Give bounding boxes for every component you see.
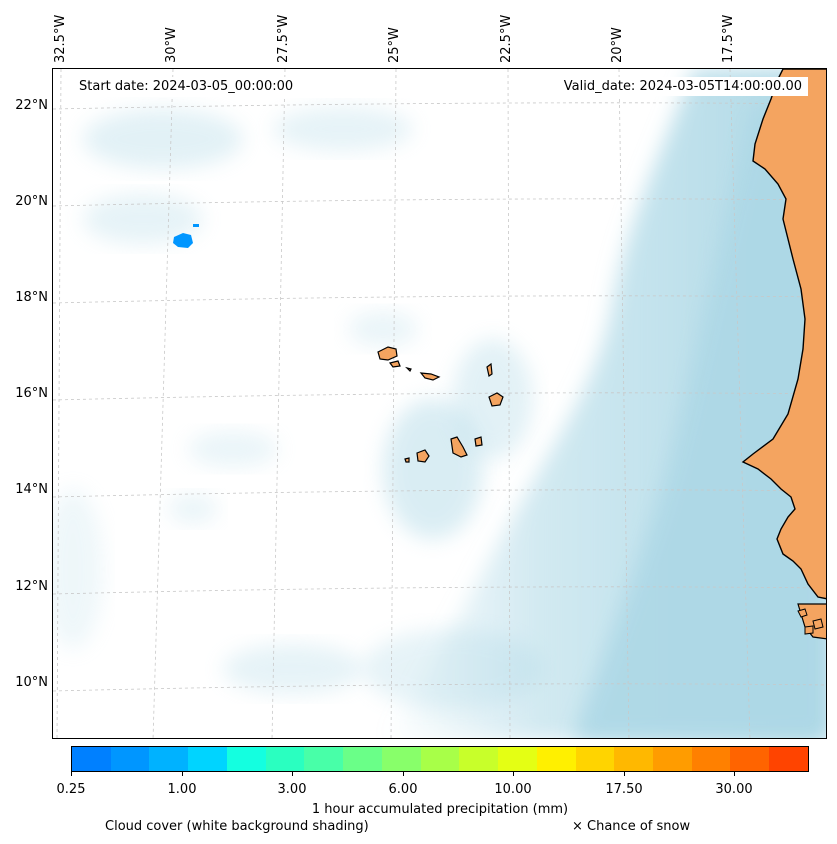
- colorbar-swatch-1: [110, 747, 150, 771]
- cloud-patch: [53, 489, 103, 649]
- cloud-cover-shading: [53, 69, 826, 738]
- colorbar-tick-mark: [182, 772, 183, 776]
- island-santo-antao: [377, 346, 398, 361]
- colorbar-tick-mark: [292, 772, 293, 776]
- lat-label-22n: 22°N: [15, 98, 48, 113]
- colorbar-swatch-4: [226, 747, 266, 771]
- colorbar-tick-label: 30.00: [715, 782, 753, 797]
- coastal-islets: [797, 608, 824, 635]
- colorbar-swatch-0: [72, 747, 111, 771]
- colorbar-swatch-17: [730, 747, 770, 771]
- colorbar-swatch-6: [304, 747, 344, 771]
- cloud-patch: [168, 494, 218, 524]
- colorbar-tick-label: 3.00: [277, 782, 307, 797]
- precip-cell: [173, 233, 193, 248]
- lat-label-10n: 10°N: [15, 675, 48, 690]
- island-sao-nicolau: [419, 372, 441, 381]
- colorbar-tick-mark: [71, 772, 72, 776]
- cloud-patch: [188, 431, 278, 467]
- lon-label-25w: 25°W: [387, 27, 402, 63]
- island-sao-vicente: [388, 360, 401, 368]
- colorbar-swatch-11: [498, 747, 537, 771]
- colorbar-swatch-3: [188, 747, 227, 771]
- lat-label-18n: 18°N: [15, 290, 48, 305]
- colorbar-swatch-13: [575, 747, 615, 771]
- colorbar-tick-label: 6.00: [388, 782, 418, 797]
- precipitation-cells: [173, 224, 199, 248]
- colorbar-tick-label: 17.50: [605, 782, 643, 797]
- valid-date-label: Valid_date: 2024-03-05T14:00:00.00: [557, 77, 808, 96]
- cloud-patch: [383, 399, 483, 539]
- precipitation-colorbar: [71, 746, 809, 772]
- cloud-patch: [273, 107, 413, 151]
- colorbar-swatch-12: [536, 747, 576, 771]
- cloud-band-core: [573, 109, 826, 738]
- cloud-patch: [223, 644, 363, 694]
- colorbar-tick-mark: [734, 772, 735, 776]
- start-date-label: Start date: 2024-03-05_00:00:00: [73, 77, 300, 96]
- colorbar-tick-mark: [624, 772, 625, 776]
- colorbar-swatch-15: [653, 747, 692, 771]
- cloud-patch: [363, 629, 543, 709]
- lon-label-20w: 20°W: [610, 27, 625, 63]
- colorbar-tick-label: 1.00: [167, 782, 197, 797]
- colorbar-tick-mark: [403, 772, 404, 776]
- colorbar-swatch-14: [614, 747, 654, 771]
- lat-label-20n: 20°N: [15, 194, 48, 209]
- lat-label-14n: 14°N: [15, 482, 48, 497]
- map-panel[interactable]: Start date: 2024-03-05_00:00:00 Valid_da…: [52, 68, 827, 739]
- lon-label-22.5w: 22.5°W: [499, 14, 514, 63]
- lon-label-27.5w: 27.5°W: [276, 14, 291, 63]
- island-sal: [486, 362, 493, 377]
- colorbar-swatch-16: [691, 747, 731, 771]
- cloud-patch: [83, 194, 203, 244]
- lon-label-32.5w: 32.5°W: [53, 14, 68, 63]
- map-canvas: [53, 69, 826, 738]
- island-santiago: [450, 436, 468, 458]
- colorbar-tick-label: 10.00: [494, 782, 532, 797]
- island-boa-vista: [488, 392, 504, 407]
- colorbar-swatch-5: [265, 747, 305, 771]
- colorbar-swatch-18: [769, 747, 808, 771]
- cape-verde-islands: [377, 346, 504, 463]
- colorbar-tick-mark: [513, 772, 514, 776]
- cloud-cover-note: Cloud cover (white background shading): [105, 819, 369, 834]
- lat-label-16n: 16°N: [15, 386, 48, 401]
- lon-label-17.5w: 17.5°W: [721, 14, 736, 63]
- colorbar-title: 1 hour accumulated precipitation (mm): [311, 802, 569, 817]
- colorbar-swatch-8: [381, 747, 421, 771]
- island-santa-luzia: [405, 366, 412, 373]
- precip-cell: [193, 224, 199, 227]
- land-africa: [741, 69, 826, 640]
- lat-label-12n: 12°N: [15, 579, 48, 594]
- island-brava: [404, 457, 410, 463]
- colorbar-tick-label: 0.25: [56, 782, 86, 797]
- snow-chance-note: × Chance of snow: [572, 819, 691, 834]
- island-maio: [474, 436, 483, 447]
- graticule: [53, 69, 826, 738]
- colorbar-swatch-2: [149, 747, 189, 771]
- colorbar-swatch-10: [459, 747, 499, 771]
- cloud-patch: [348, 311, 418, 347]
- colorbar-swatch-9: [420, 747, 460, 771]
- lon-label-30w: 30°W: [164, 27, 179, 63]
- island-fogo: [416, 449, 430, 463]
- colorbar-swatch-7: [343, 747, 382, 771]
- cloud-patch: [83, 109, 243, 169]
